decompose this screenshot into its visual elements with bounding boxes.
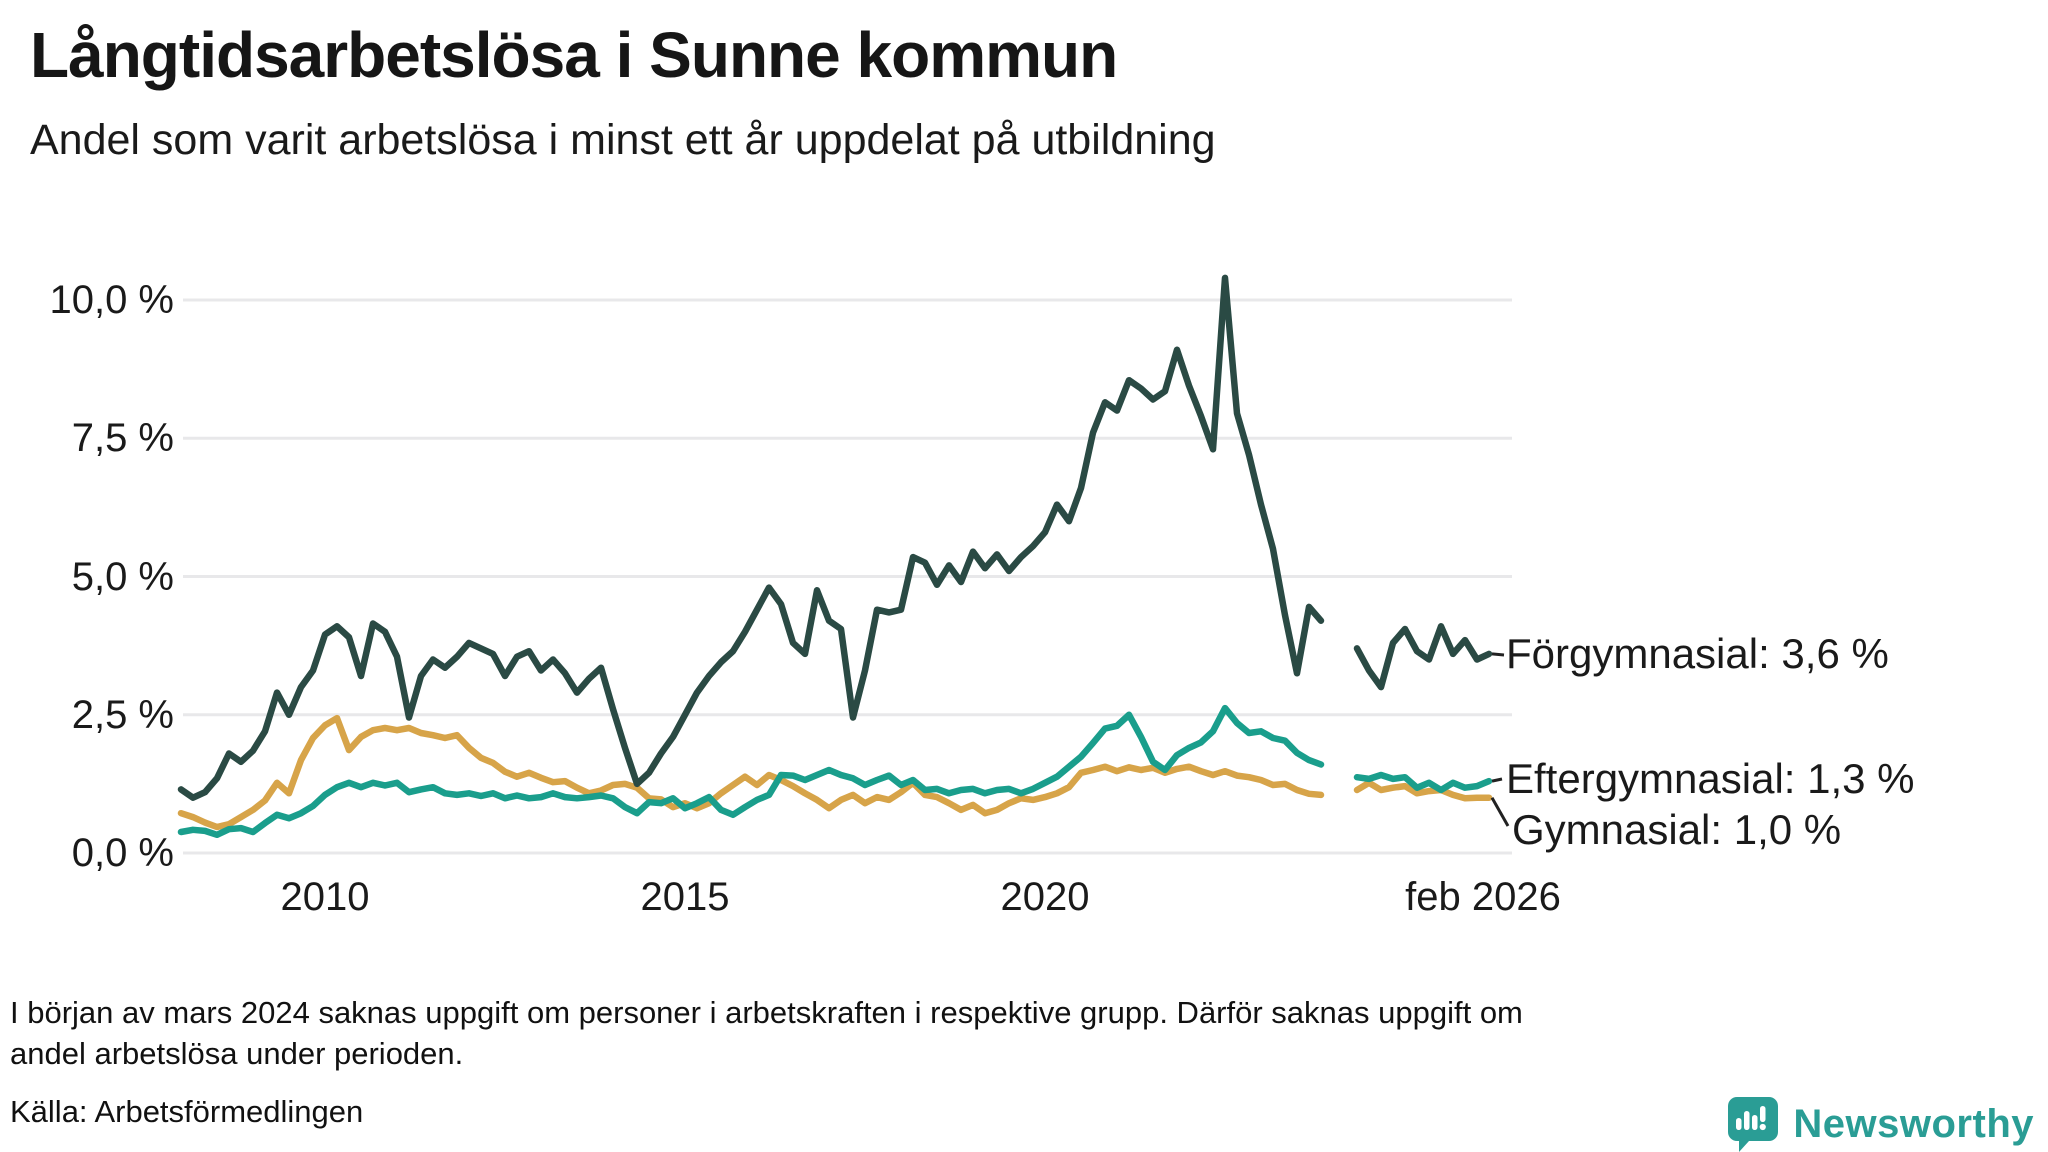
- series-end-label-eftergymnasial: Eftergymnasial: 1,3 %: [1506, 755, 1915, 802]
- chart-subtitle: Andel som varit arbetslösa i minst ett å…: [30, 116, 1216, 164]
- series-end-label-gymnasial: Gymnasial: 1,0 %: [1512, 806, 1842, 853]
- series-line-gymnasial: [1353, 779, 1493, 802]
- label-leader-line: [1491, 777, 1503, 783]
- footnote-line-1: I början av mars 2024 saknas uppgift om …: [10, 995, 1523, 1030]
- x-axis-tick-label: 2020: [1000, 875, 1090, 919]
- y-axis-tick-label: 7,5 %: [71, 416, 174, 461]
- page-title: Långtidsarbetslösa i Sunne kommun: [30, 19, 1118, 91]
- chart-footnote: I början av mars 2024 saknas uppgift om …: [10, 992, 1990, 1074]
- newsworthy-logo: Newsworthy: [1727, 1096, 2034, 1152]
- series-line-förgymnasial: [177, 274, 1325, 801]
- y-axis-tick-label: 5,0 %: [71, 554, 174, 599]
- newsworthy-wordmark: Newsworthy: [1793, 1101, 2034, 1146]
- y-axis-tick-label: 0,0 %: [71, 831, 174, 875]
- series-end-label-forgymnasial: Förgymnasial: 3,6 %: [1506, 630, 1889, 677]
- x-axis-tick-label: 2010: [280, 875, 370, 919]
- y-axis-tick-label: 2,5 %: [71, 692, 174, 737]
- series-line-eftergymnasial: [177, 704, 1325, 839]
- series-line-eftergymnasial: [1353, 771, 1493, 794]
- series-line-förgymnasial: [1353, 623, 1493, 691]
- x-axis-tick-label: 2015: [640, 875, 730, 919]
- source-note: Källa: Arbetsförmedlingen: [10, 1094, 364, 1129]
- y-axis-tick-label: 10,0 %: [49, 278, 174, 322]
- footnote-line-2: andel arbetslösa under perioden.: [10, 1036, 464, 1071]
- newsworthy-bubble-icon: [1728, 1097, 1779, 1152]
- x-axis-tick-label: feb 2026: [1405, 875, 1561, 919]
- label-leader-line: [1490, 796, 1510, 827]
- label-leader-line: [1491, 652, 1505, 657]
- series-line-gymnasial: [177, 714, 1325, 831]
